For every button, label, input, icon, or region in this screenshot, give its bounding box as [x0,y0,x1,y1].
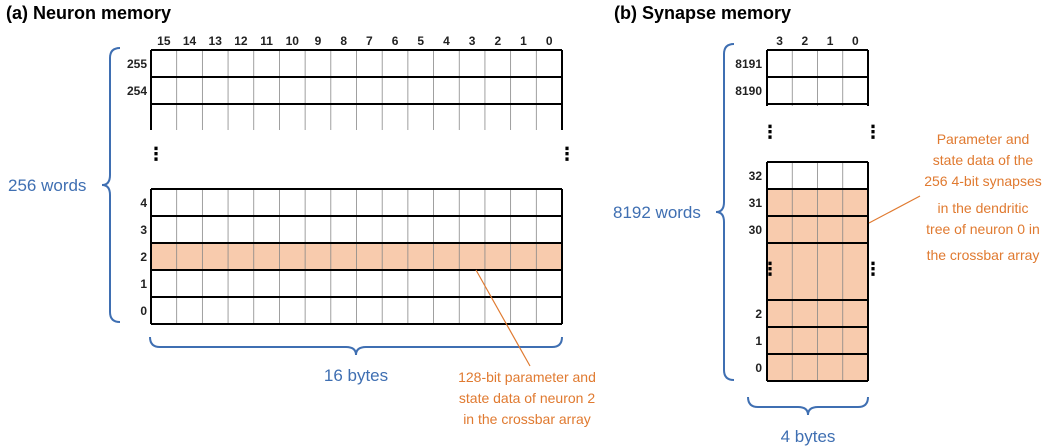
row-label-8191: 8191 [735,57,762,71]
row-label-1: 1 [140,277,147,291]
column-label-byte-2: 2 [802,34,809,48]
row-label-31: 31 [749,196,763,210]
column-label-bit-1: 1 [520,34,527,48]
column-label-bit-3: 3 [469,34,476,48]
column-label-bit-15: 15 [157,34,171,48]
row-label-0: 0 [140,304,147,318]
panel-b-column-labels: 3 2 1 0 [776,34,859,48]
row-label-32: 32 [749,169,763,183]
panel-b-ellipsis-bottom-right: ⋮ [864,259,882,280]
row-label-30: 30 [749,223,763,237]
column-label-bit-6: 6 [392,34,399,48]
row-label-255: 255 [127,57,147,71]
column-label-byte-0: 0 [852,34,859,48]
column-label-bit-5: 5 [417,34,424,48]
panel-b-row-labels: 8191 8190 32 31 30 2 1 0 [735,57,762,375]
panel-a-annotation-leader [475,269,531,367]
column-label-byte-3: 3 [776,34,783,48]
panel-a-title: (a) Neuron memory [6,3,171,23]
panel-a-words-label: 256 words [8,176,86,195]
row-label-4: 4 [140,196,147,210]
row-label-3: 3 [140,223,147,237]
column-label-bit-7: 7 [366,34,373,48]
panel-a-ellipsis-left: ⋮ [147,144,165,165]
panel-b-annotation-line-6: the crossbar array [927,247,1040,263]
panel-b-ellipsis-top-left: ⋮ [761,122,779,143]
panel-a-row-labels: 255 254 4 3 2 1 0 [127,57,147,318]
column-label-bit-12: 12 [234,34,248,48]
synapse-memory-grid [766,49,869,382]
column-label-bit-0: 0 [546,34,553,48]
panel-b-annotation-line-5: tree of neuron 0 in [926,221,1040,237]
panel-b-annotation-line-1: Parameter and [937,131,1030,147]
panel-a-column-labels: 15 14 13 12 11 10 9 8 7 6 5 4 3 2 1 0 [157,34,553,48]
row-label-0: 0 [755,361,762,375]
row-label-254: 254 [127,84,147,98]
panel-a-annotation-line-1: 128-bit parameter and [458,369,596,385]
panel-b-annotation-line-3: 256 4-bit synapses [924,173,1042,189]
panel-b-bytes-label: 4 bytes [781,427,836,446]
panel-b-ellipsis-bottom-left: ⋮ [761,259,779,280]
neuron-memory-grid [150,49,563,325]
panel-a-bytes-label: 16 bytes [324,366,388,385]
column-label-byte-1: 1 [827,34,834,48]
column-label-bit-11: 11 [260,34,273,48]
panel-b-bytes-brace [747,396,869,416]
column-label-bit-10: 10 [286,34,300,48]
panel-a-annotation-line-3: in the crossbar array [463,411,591,427]
row-label-2: 2 [140,250,147,264]
row-label-2: 2 [755,307,762,321]
panel-b-words-label: 8192 words [613,203,701,222]
column-label-bit-13: 13 [209,34,223,48]
panel-b-annotation-leader [868,195,921,224]
panel-b-annotation-line-2: state data of the [933,152,1034,168]
panel-a-words-brace [101,47,121,323]
panel-a-bytes-brace [149,336,563,356]
panel-a-annotation-line-2: state data of neuron 2 [459,390,595,406]
column-label-bit-9: 9 [315,34,322,48]
row-label-1: 1 [755,334,762,348]
column-label-bit-2: 2 [494,34,501,48]
panel-b-title: (b) Synapse memory [614,3,791,23]
panel-a-ellipsis-right: ⋮ [558,144,576,165]
column-label-bit-14: 14 [183,34,197,48]
column-label-bit-4: 4 [443,34,450,48]
panel-b-words-brace [715,43,735,381]
column-label-bit-8: 8 [340,34,347,48]
row-label-8190: 8190 [735,84,762,98]
panel-b-annotation-line-4: in the dendritic [937,200,1028,216]
panel-b-ellipsis-top-right: ⋮ [864,122,882,143]
